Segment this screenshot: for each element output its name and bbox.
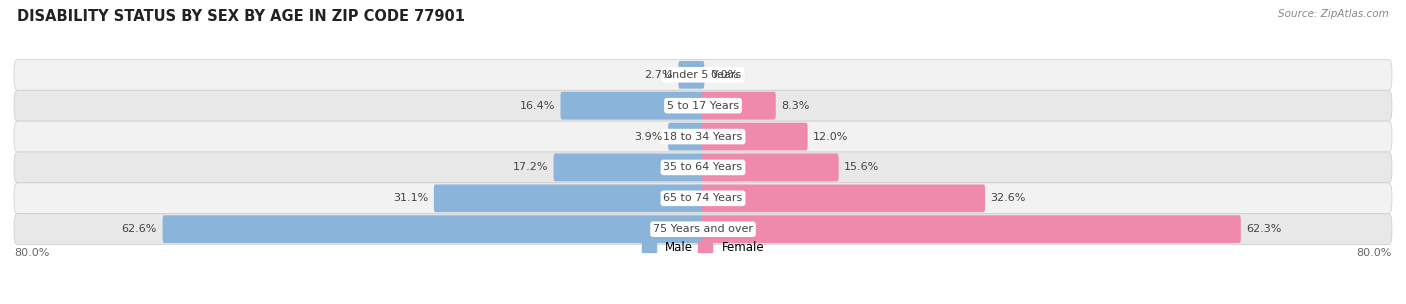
FancyBboxPatch shape xyxy=(554,154,704,181)
Text: 0.0%: 0.0% xyxy=(710,70,738,80)
Text: 17.2%: 17.2% xyxy=(513,162,548,172)
Text: 3.9%: 3.9% xyxy=(634,132,662,142)
Text: 65 to 74 Years: 65 to 74 Years xyxy=(664,193,742,203)
FancyBboxPatch shape xyxy=(14,183,1392,214)
Text: 75 Years and over: 75 Years and over xyxy=(652,224,754,234)
Text: 16.4%: 16.4% xyxy=(519,101,555,111)
FancyBboxPatch shape xyxy=(679,61,704,89)
FancyBboxPatch shape xyxy=(702,215,1241,243)
FancyBboxPatch shape xyxy=(561,92,704,119)
FancyBboxPatch shape xyxy=(14,214,1392,245)
Text: DISABILITY STATUS BY SEX BY AGE IN ZIP CODE 77901: DISABILITY STATUS BY SEX BY AGE IN ZIP C… xyxy=(17,9,465,24)
Text: 18 to 34 Years: 18 to 34 Years xyxy=(664,132,742,142)
FancyBboxPatch shape xyxy=(14,121,1392,152)
Text: 12.0%: 12.0% xyxy=(813,132,849,142)
Text: 5 to 17 Years: 5 to 17 Years xyxy=(666,101,740,111)
Text: Under 5 Years: Under 5 Years xyxy=(665,70,741,80)
FancyBboxPatch shape xyxy=(702,185,986,212)
FancyBboxPatch shape xyxy=(14,90,1392,121)
Text: 2.7%: 2.7% xyxy=(644,70,673,80)
FancyBboxPatch shape xyxy=(14,59,1392,90)
FancyBboxPatch shape xyxy=(14,152,1392,183)
Text: 35 to 64 Years: 35 to 64 Years xyxy=(664,162,742,172)
FancyBboxPatch shape xyxy=(702,92,776,119)
FancyBboxPatch shape xyxy=(702,154,838,181)
Legend: Male, Female: Male, Female xyxy=(637,237,769,259)
FancyBboxPatch shape xyxy=(668,123,704,150)
Text: 62.6%: 62.6% xyxy=(122,224,157,234)
Text: 31.1%: 31.1% xyxy=(394,193,429,203)
FancyBboxPatch shape xyxy=(434,185,704,212)
Text: 32.6%: 32.6% xyxy=(991,193,1026,203)
Text: 15.6%: 15.6% xyxy=(844,162,880,172)
Text: 62.3%: 62.3% xyxy=(1246,224,1282,234)
FancyBboxPatch shape xyxy=(702,123,807,150)
FancyBboxPatch shape xyxy=(163,215,704,243)
Text: 8.3%: 8.3% xyxy=(782,101,810,111)
Text: Source: ZipAtlas.com: Source: ZipAtlas.com xyxy=(1278,9,1389,19)
Text: 80.0%: 80.0% xyxy=(14,248,49,258)
Text: 80.0%: 80.0% xyxy=(1357,248,1392,258)
